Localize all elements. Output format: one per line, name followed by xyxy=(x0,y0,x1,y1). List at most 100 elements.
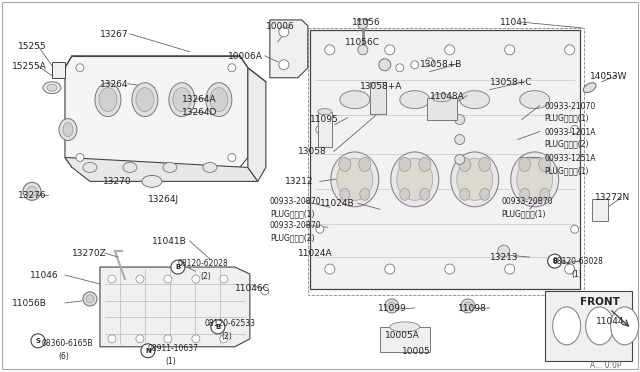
Circle shape xyxy=(164,335,172,343)
Text: N: N xyxy=(145,348,151,354)
Text: 11099: 11099 xyxy=(378,304,406,313)
Circle shape xyxy=(108,335,116,343)
Text: PLUGプラグ(1): PLUGプラグ(1) xyxy=(502,209,546,218)
Circle shape xyxy=(228,64,236,72)
Ellipse shape xyxy=(123,163,137,172)
Ellipse shape xyxy=(47,84,57,91)
Circle shape xyxy=(76,64,84,72)
Ellipse shape xyxy=(539,157,550,171)
Ellipse shape xyxy=(457,158,493,200)
Ellipse shape xyxy=(337,158,372,200)
Ellipse shape xyxy=(206,83,232,116)
Ellipse shape xyxy=(459,157,471,171)
Circle shape xyxy=(411,61,419,69)
Ellipse shape xyxy=(586,307,614,345)
Text: B: B xyxy=(552,258,557,264)
Circle shape xyxy=(358,19,368,29)
Ellipse shape xyxy=(451,152,499,207)
Circle shape xyxy=(548,256,557,266)
Text: 11056B: 11056B xyxy=(12,299,47,308)
Text: 13270Z: 13270Z xyxy=(72,249,107,258)
Circle shape xyxy=(86,295,94,303)
Circle shape xyxy=(136,335,144,343)
Ellipse shape xyxy=(203,163,217,172)
Text: 13058+C: 13058+C xyxy=(490,78,532,87)
Ellipse shape xyxy=(390,322,420,332)
Text: 08120-62533: 08120-62533 xyxy=(205,319,256,328)
Ellipse shape xyxy=(59,119,77,141)
Text: 11046C: 11046C xyxy=(235,284,269,293)
Circle shape xyxy=(220,335,228,343)
Ellipse shape xyxy=(480,188,490,200)
Text: 13272N: 13272N xyxy=(595,193,630,202)
Text: B: B xyxy=(175,264,180,270)
Circle shape xyxy=(571,126,579,134)
Circle shape xyxy=(445,264,455,274)
Ellipse shape xyxy=(511,152,559,207)
Text: FRONT: FRONT xyxy=(580,297,620,307)
Ellipse shape xyxy=(420,188,429,200)
Text: 13264: 13264 xyxy=(100,80,129,89)
Text: 15255: 15255 xyxy=(18,42,47,51)
Circle shape xyxy=(228,154,236,161)
Ellipse shape xyxy=(210,88,228,112)
Text: 13264J: 13264J xyxy=(148,195,179,204)
Ellipse shape xyxy=(583,83,596,93)
Circle shape xyxy=(358,45,368,55)
Text: (2): (2) xyxy=(200,272,211,281)
Text: 10005A: 10005A xyxy=(385,331,420,340)
Circle shape xyxy=(31,334,45,348)
Circle shape xyxy=(445,45,455,55)
Circle shape xyxy=(426,58,434,66)
Circle shape xyxy=(455,115,465,125)
Ellipse shape xyxy=(540,188,550,200)
Text: 00933-21070: 00933-21070 xyxy=(545,102,596,110)
Text: 11095: 11095 xyxy=(310,115,339,124)
Text: (6): (6) xyxy=(58,352,69,361)
Text: 00933-1251A: 00933-1251A xyxy=(545,154,596,163)
Circle shape xyxy=(564,264,575,274)
Circle shape xyxy=(564,45,575,55)
Text: 11041: 11041 xyxy=(500,18,529,27)
Text: 13264A: 13264A xyxy=(182,94,216,104)
Ellipse shape xyxy=(142,175,162,187)
Text: S: S xyxy=(35,338,40,344)
Ellipse shape xyxy=(136,88,154,112)
Circle shape xyxy=(279,27,289,37)
Circle shape xyxy=(211,320,225,334)
Text: 13270: 13270 xyxy=(103,177,132,186)
Polygon shape xyxy=(52,62,65,78)
Polygon shape xyxy=(270,20,308,78)
Text: PLUGプラグ(2): PLUGプラグ(2) xyxy=(270,233,314,242)
Text: 11048A: 11048A xyxy=(429,92,465,101)
Text: 13213: 13213 xyxy=(490,253,518,262)
Circle shape xyxy=(136,275,144,283)
Text: 11098: 11098 xyxy=(458,304,486,313)
Polygon shape xyxy=(310,30,580,289)
Circle shape xyxy=(261,287,269,295)
Text: (1): (1) xyxy=(572,270,582,279)
Ellipse shape xyxy=(460,91,490,109)
Ellipse shape xyxy=(611,307,639,345)
Circle shape xyxy=(455,154,465,164)
Text: 13058+B: 13058+B xyxy=(420,60,462,69)
Circle shape xyxy=(316,126,324,134)
Ellipse shape xyxy=(99,88,117,112)
Text: 13212: 13212 xyxy=(285,177,314,186)
Ellipse shape xyxy=(460,188,470,200)
Ellipse shape xyxy=(397,158,433,200)
Ellipse shape xyxy=(331,152,379,207)
Ellipse shape xyxy=(340,188,350,200)
Ellipse shape xyxy=(169,83,195,116)
Circle shape xyxy=(83,292,97,306)
Ellipse shape xyxy=(359,157,371,171)
Text: 13058: 13058 xyxy=(298,147,326,157)
Text: 11041B: 11041B xyxy=(152,237,187,246)
Circle shape xyxy=(461,299,475,313)
Ellipse shape xyxy=(163,163,177,172)
Text: 14053W: 14053W xyxy=(589,72,627,81)
Circle shape xyxy=(548,254,562,268)
Circle shape xyxy=(385,264,395,274)
Polygon shape xyxy=(100,267,250,347)
Circle shape xyxy=(220,275,228,283)
